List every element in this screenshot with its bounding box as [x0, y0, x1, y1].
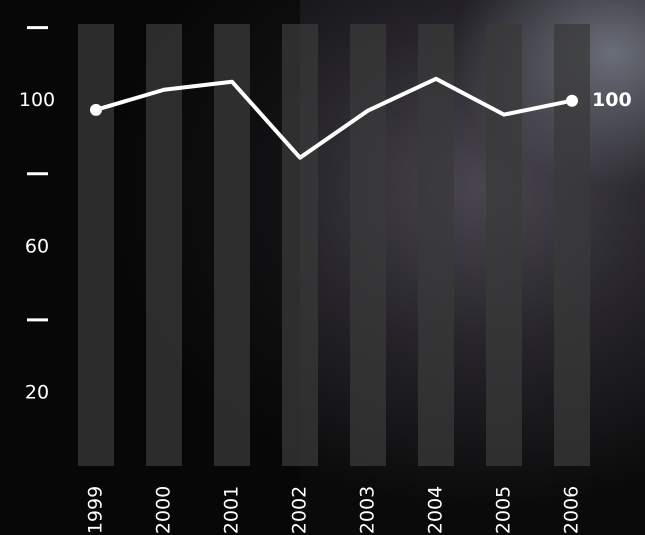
point	[566, 94, 578, 107]
data-label: 100	[592, 89, 632, 111]
x-tick-label: 1999	[85, 486, 107, 534]
x-tick-label: 2004	[425, 486, 447, 534]
x-tick-label: 2006	[561, 486, 583, 534]
column	[146, 24, 182, 466]
x-tick-label: 2000	[153, 486, 175, 534]
x-tick-label: 2005	[493, 486, 515, 534]
y-tick-label: 20	[25, 381, 49, 403]
column	[214, 24, 250, 466]
column	[554, 24, 590, 466]
y-tick-label: 60	[25, 235, 49, 257]
column	[486, 24, 522, 466]
column	[418, 24, 454, 466]
x-tick-label: 2002	[289, 486, 311, 534]
line	[95, 76, 573, 160]
column	[282, 24, 318, 466]
x-tick-label: 2003	[357, 486, 379, 534]
y-tick-label: 100	[19, 89, 55, 111]
column	[350, 24, 386, 466]
x-tick-label: 2001	[221, 486, 243, 534]
column	[78, 24, 114, 466]
point	[90, 103, 102, 116]
